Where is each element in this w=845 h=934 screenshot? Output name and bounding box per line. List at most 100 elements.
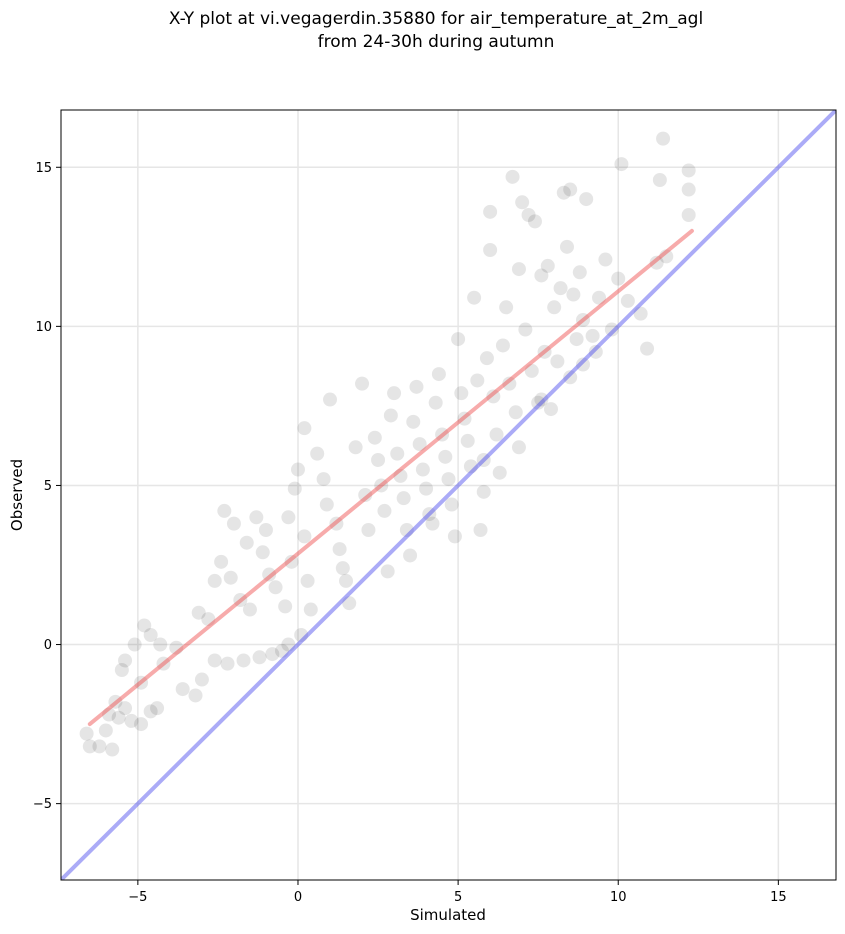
scatter-point [355, 376, 370, 391]
scatter-point [150, 701, 165, 716]
y-tick-label: 0 [44, 638, 52, 653]
scatter-point [348, 440, 363, 455]
y-axis-ticks: −5 0 5 10 15 [33, 161, 61, 812]
scatter-point [361, 523, 376, 537]
scatter-point [262, 567, 277, 582]
y-tick-label: −5 [33, 797, 52, 812]
scatter-point [422, 507, 437, 522]
scatter-point [268, 580, 283, 595]
scatter-point [640, 341, 655, 356]
chart-title: X-Y plot at vi.vegagerdin.35880 for air_… [169, 9, 703, 52]
scatter-point [98, 723, 113, 738]
scatter-point [569, 332, 584, 347]
x-tick-label: 10 [610, 890, 627, 905]
scatter-point [367, 430, 382, 445]
scatter-point [483, 204, 498, 219]
fit-line [87, 228, 694, 727]
scatter-point [473, 523, 488, 537]
scatter-point [316, 472, 331, 487]
scatter-point [585, 328, 600, 343]
scatter-point [265, 647, 280, 662]
scatter-point [82, 739, 97, 754]
scatter-point [92, 739, 107, 754]
scatter-point [611, 271, 626, 286]
scatter-point [435, 427, 450, 442]
scatter-point [409, 379, 424, 394]
scatter-point [236, 653, 251, 668]
scatter-point [297, 421, 312, 436]
scatter-point [194, 672, 209, 687]
scatter-point [495, 338, 510, 353]
scatter-point [521, 208, 536, 222]
scatter-point [387, 386, 402, 401]
scatter-point [534, 392, 549, 407]
scatter-point [239, 535, 254, 550]
scatter-point [412, 437, 427, 452]
scatter-point [486, 389, 501, 404]
scatter-point [191, 605, 206, 620]
scatter-point [563, 182, 578, 197]
x-tick-label: 5 [454, 890, 462, 905]
scatter-point [278, 599, 293, 614]
plot-frame [60, 109, 837, 881]
scatter-point [284, 554, 299, 569]
scatter-point [233, 593, 248, 607]
scatter-point [390, 446, 405, 461]
scatter-point [681, 163, 696, 178]
scatter-point [274, 643, 289, 658]
scatter-point [310, 446, 325, 461]
chart-title-line-1: X-Y plot at vi.vegagerdin.35880 for air_… [169, 9, 703, 29]
scatter-point [515, 195, 530, 210]
scatter-point [576, 357, 591, 372]
x-tick-label: 15 [770, 890, 787, 905]
scatter-point [252, 650, 267, 665]
scatter-point [223, 570, 238, 585]
scatter-point [207, 573, 222, 588]
scatter-point [656, 131, 671, 146]
scatter-point [604, 322, 619, 337]
scatter-point [143, 704, 158, 719]
scatter-point [358, 488, 373, 502]
scatter-point [479, 351, 494, 366]
scatter-point [380, 564, 395, 579]
scatter-point [290, 462, 305, 477]
scatter-point [633, 306, 648, 321]
scatter-point [214, 554, 229, 569]
scatter-point [598, 252, 613, 267]
scatter-point [457, 411, 472, 426]
scatter-point [396, 491, 411, 506]
x-axis-ticks: −5 0 5 10 15 [128, 880, 787, 905]
scatter-point [505, 169, 520, 184]
scatter-point [383, 408, 398, 423]
scatter-point [511, 262, 526, 277]
scatter-point [258, 523, 273, 537]
scatter-point [188, 688, 203, 703]
scatter-point [489, 427, 504, 442]
scatter-point [108, 694, 123, 709]
scatter-point [444, 497, 459, 512]
scatter-point [467, 290, 482, 305]
scatter-point [540, 258, 555, 273]
scatter-point [339, 573, 354, 588]
scatter-point [649, 255, 664, 270]
scatter-point [153, 637, 168, 652]
scatter-point [242, 602, 257, 617]
scatter-point [118, 653, 133, 668]
scatter-point [454, 386, 469, 401]
scatter-point [431, 367, 446, 382]
scatter-point [451, 332, 466, 347]
scatter-point [393, 468, 408, 483]
scatter-point [502, 376, 517, 391]
y-tick-label: 15 [35, 161, 52, 176]
scatter-point [527, 214, 542, 229]
scatter-point [105, 742, 120, 757]
scatter-point [137, 618, 152, 633]
scatter-point [534, 268, 549, 283]
scatter-point [531, 395, 546, 410]
scatter-point [329, 516, 344, 531]
scatter-point [399, 523, 414, 537]
scatter-point [508, 405, 523, 420]
scatter-point [169, 640, 184, 655]
chart-title-line-2: from 24-30h during autumn [318, 32, 555, 52]
scatter-point [332, 542, 347, 557]
